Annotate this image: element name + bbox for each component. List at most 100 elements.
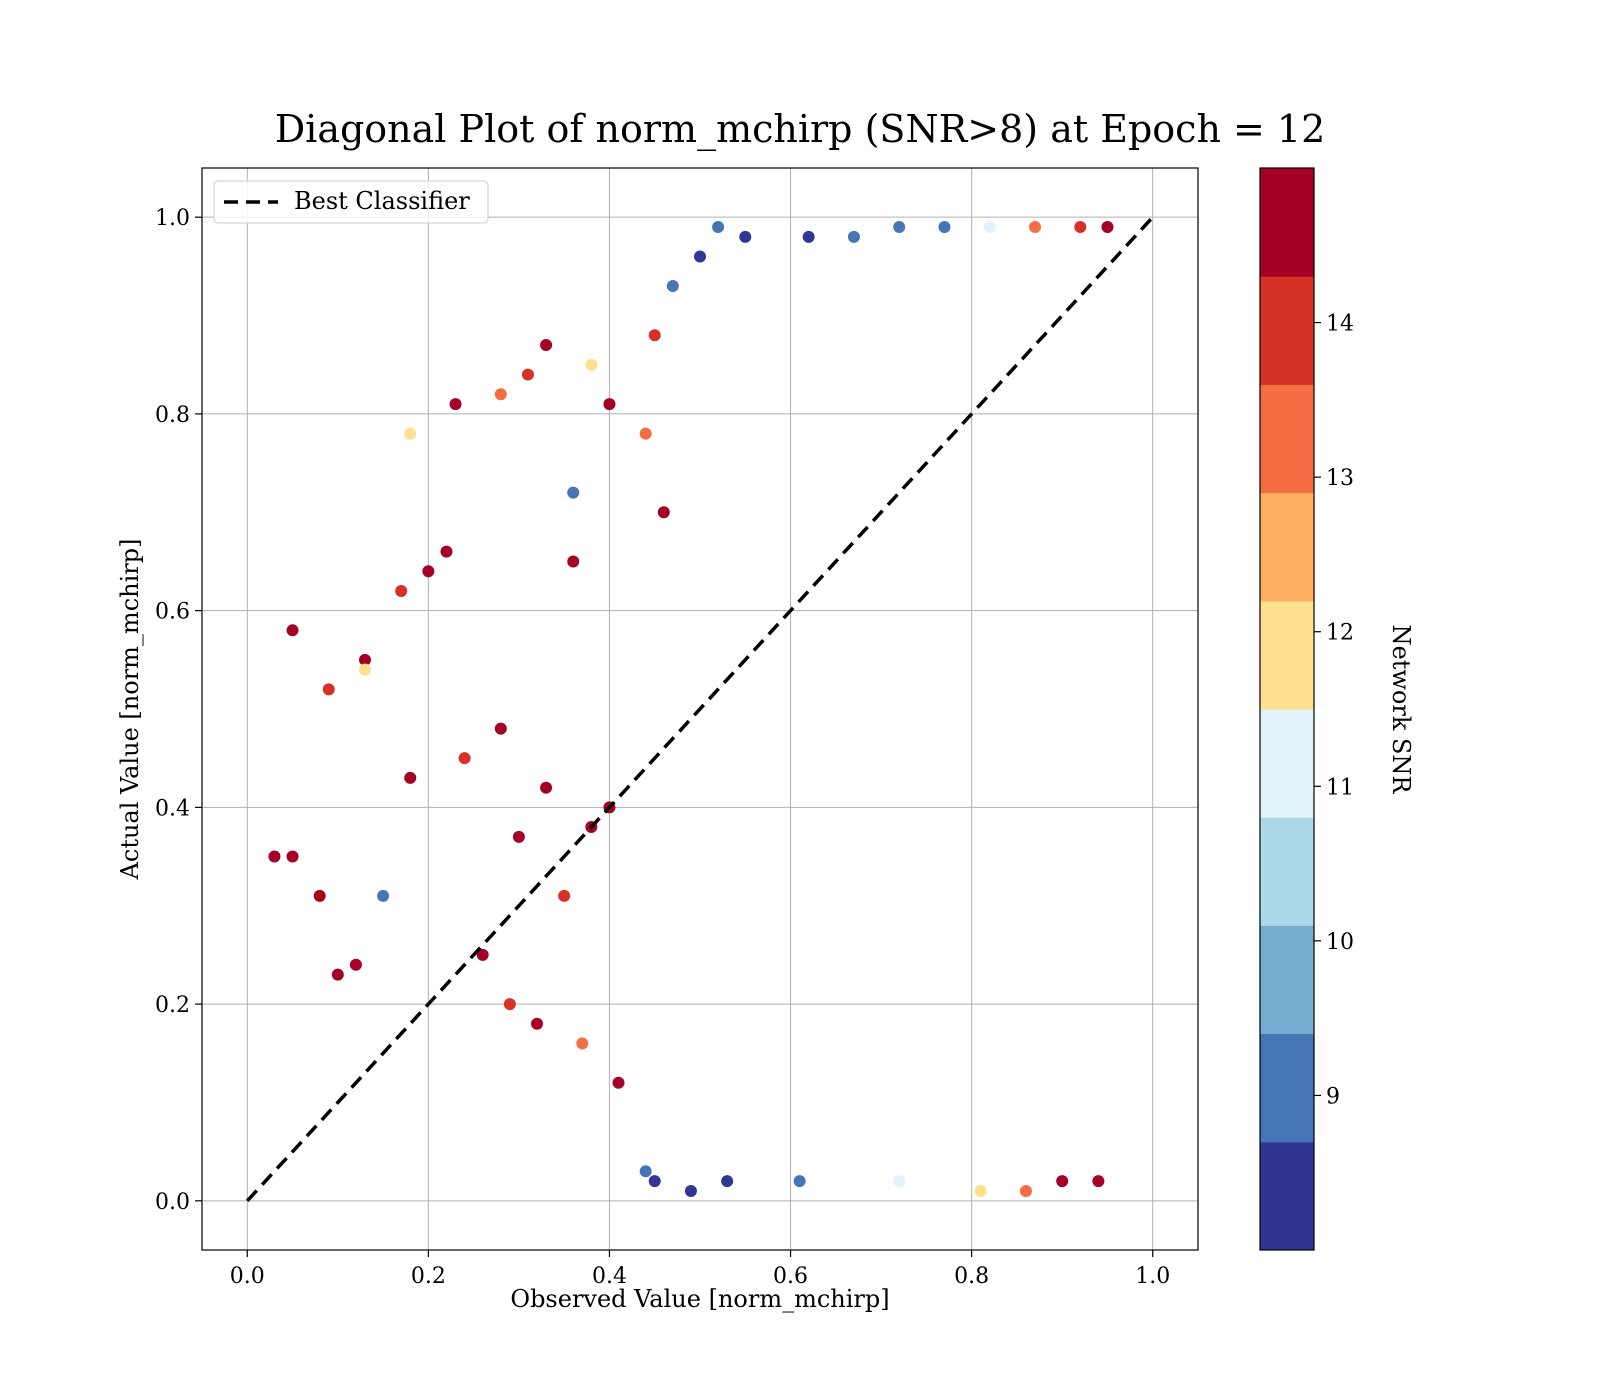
x-tick-label: 0.6 [773, 1264, 808, 1289]
scatter-point [422, 565, 435, 578]
scatter-point [1029, 221, 1042, 234]
scatter-point [983, 221, 996, 234]
best-classifier-line [245, 215, 1155, 1203]
colorbar-segment [1260, 709, 1314, 818]
scatter-point [639, 427, 652, 440]
scatter-point [286, 850, 299, 863]
colorbar-tick-label: 13 [1326, 466, 1354, 491]
chart-title: Diagonal Plot of norm_mchirp (SNR>8) at … [275, 107, 1326, 152]
colorbar-segment [1260, 1033, 1314, 1143]
x-axis-label: Observed Value [norm_mchirp] [510, 1285, 889, 1313]
y-tick-label: 0.0 [155, 1190, 190, 1215]
colorbar-segment [1260, 600, 1314, 710]
colorbar-tick-label: 9 [1326, 1084, 1340, 1109]
x-tick-label: 0.2 [411, 1264, 446, 1289]
scatter-point [395, 584, 408, 597]
colorbar-segment [1260, 817, 1314, 926]
scatter-point [521, 368, 534, 381]
colorbar-tick-label: 14 [1326, 312, 1354, 337]
legend-label: Best Classifier [294, 187, 470, 215]
scatter-point [540, 781, 553, 794]
scatter-point [322, 683, 335, 696]
colorbar-frame [1259, 167, 1315, 1251]
colorbar-label: Network SNR [1387, 625, 1415, 795]
legend-box [213, 180, 489, 224]
scatter-point [458, 752, 471, 765]
scatter-point [684, 1184, 697, 1197]
scatter-point [648, 1175, 661, 1188]
colorbar-tick-label: 11 [1326, 775, 1354, 800]
scatter-point [694, 250, 706, 263]
scatter-point [802, 230, 815, 243]
scatter-point [440, 545, 453, 558]
x-tick-label: 0.4 [592, 1264, 627, 1289]
y-tick-label: 0.8 [155, 403, 190, 428]
scatter-point [349, 958, 362, 971]
scatter-point [1101, 221, 1114, 234]
colorbar-tick-label: 10 [1326, 930, 1354, 955]
scatter-point [313, 889, 326, 902]
colorbar-segment [1260, 384, 1314, 494]
scatter-point [1019, 1184, 1032, 1197]
y-tick-label: 0.4 [155, 796, 190, 821]
x-tick-label: 0.0 [230, 1264, 265, 1289]
scatter-point [476, 948, 489, 961]
y-tick-label: 1.0 [155, 206, 190, 231]
scatter-point [494, 722, 507, 735]
scatter-point [612, 1076, 625, 1089]
x-axis: 0.0 0.2 0.4 0.6 0.8 1.0 [230, 1250, 1170, 1289]
scatter-point [404, 771, 417, 784]
scatter-point [1092, 1175, 1105, 1188]
scatter-point [974, 1184, 987, 1197]
colorbar-segment [1260, 1141, 1314, 1251]
scatter-point [331, 968, 344, 981]
scatter-point [358, 653, 371, 666]
scatter-point [576, 1037, 589, 1050]
scatter-point [603, 398, 616, 411]
scatter-point [531, 1017, 544, 1030]
scatter-point [558, 889, 571, 902]
scatter-point [1074, 221, 1087, 234]
x-tick-label: 0.8 [954, 1264, 989, 1289]
scatter-point [648, 329, 661, 342]
scatter-point [793, 1175, 806, 1188]
colorbar-segment [1260, 925, 1314, 1035]
colorbar: 9 10 11 12 13 14 [1260, 168, 1354, 1251]
scatter-point [893, 1175, 906, 1188]
colorbar-segment [1260, 276, 1314, 385]
scatter-point [639, 1165, 652, 1178]
scatter-point [567, 555, 580, 568]
scatter-point [449, 398, 462, 411]
colorbar-tick-label: 12 [1326, 621, 1354, 646]
legend: Best Classifier [213, 180, 489, 224]
scatter-point [938, 221, 951, 234]
scatter-point [666, 280, 679, 293]
scatter-point [286, 624, 299, 637]
scatter-point [494, 388, 507, 401]
scatter-point [1056, 1175, 1069, 1188]
scatter-point [657, 506, 670, 519]
scatter-point [721, 1175, 734, 1188]
y-axis: 0.0 0.2 0.4 0.6 0.8 1.0 [155, 206, 202, 1215]
scatter-point [503, 998, 516, 1011]
scatter-point [585, 358, 598, 371]
colorbar-segment [1260, 168, 1314, 277]
x-tick-label: 1.0 [1135, 1264, 1170, 1289]
scatter-point [712, 221, 725, 234]
scatter-point [893, 221, 906, 234]
plot-frame [201, 167, 1199, 1251]
scatter-point [404, 427, 417, 440]
y-tick-label: 0.2 [155, 993, 190, 1018]
scatter-point [268, 850, 281, 863]
scatter-point [512, 830, 525, 843]
colorbar-segment [1260, 492, 1314, 602]
scatter-point [567, 486, 580, 499]
scatter-points [268, 221, 1114, 1197]
scatter-point [739, 230, 752, 243]
scatter-point [358, 663, 371, 676]
scatter-point [847, 230, 860, 243]
scatter-point [377, 889, 390, 902]
y-tick-label: 0.6 [155, 600, 190, 625]
y-axis-label: Actual Value [norm_mchirp] [116, 539, 144, 881]
